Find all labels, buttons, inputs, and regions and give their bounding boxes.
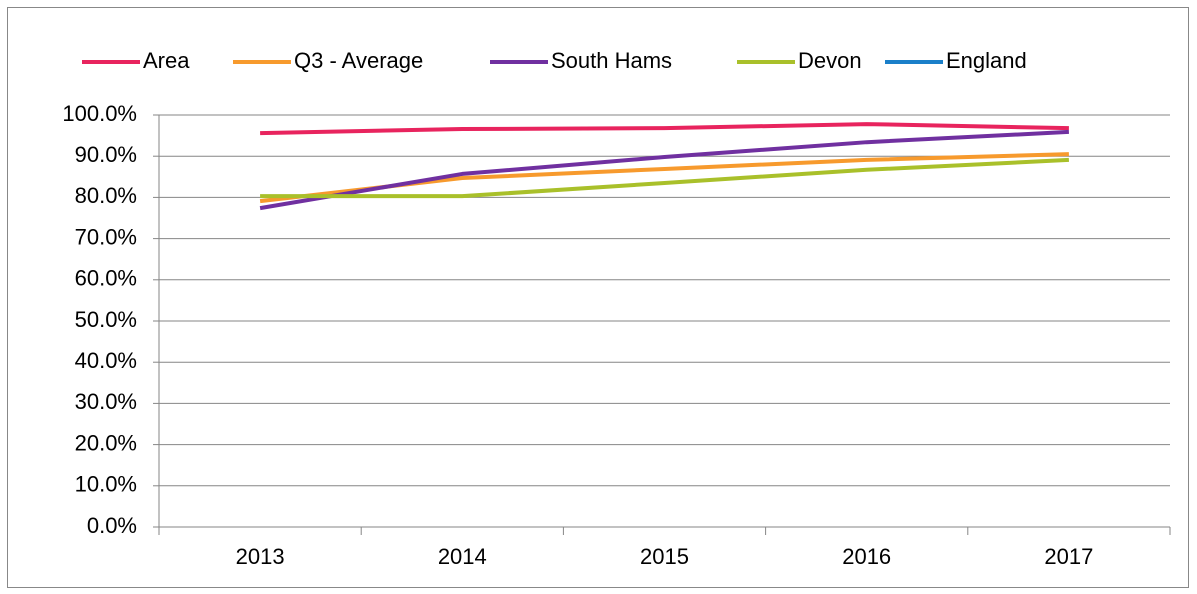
x-tick-label: 2017 — [1044, 544, 1093, 569]
y-tick-label: 50.0% — [75, 307, 137, 332]
y-tick-label: 20.0% — [75, 430, 137, 455]
series-line — [260, 157, 1069, 199]
series-line — [259, 129, 1070, 211]
chart-border — [7, 7, 1189, 588]
y-tick-label: 70.0% — [75, 224, 137, 249]
y-tick-label: 80.0% — [75, 183, 137, 208]
x-tick-label: 2015 — [640, 544, 689, 569]
series-line — [260, 122, 1069, 136]
y-tick-label: 90.0% — [75, 142, 137, 167]
legend-label: Devon — [798, 48, 862, 73]
y-tick-label: 30.0% — [75, 389, 137, 414]
x-tick-label: 2013 — [236, 544, 285, 569]
y-tick-label: 40.0% — [75, 348, 137, 373]
y-tick-label: 100.0% — [62, 101, 137, 126]
y-tick-label: 0.0% — [87, 513, 137, 538]
y-tick-label: 60.0% — [75, 266, 137, 291]
x-tick-label: 2014 — [438, 544, 487, 569]
legend-label: Q3 - Average — [294, 48, 423, 73]
legend-label: England — [946, 48, 1027, 73]
y-tick-label: 10.0% — [75, 472, 137, 497]
legend-label: South Hams — [551, 48, 672, 73]
x-tick-label: 2016 — [842, 544, 891, 569]
legend-label: Area — [143, 48, 190, 73]
